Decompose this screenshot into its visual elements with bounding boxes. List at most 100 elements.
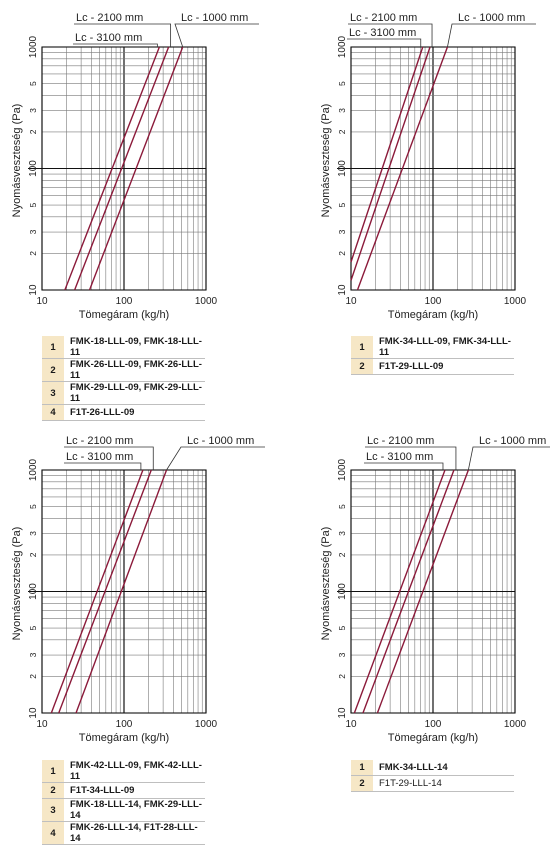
series-line-2 [350,46,431,281]
legend-table-1: 1 FMK-18-LLL-09, FMK-18-LLL-11 2 FMK-26-LLL… [42,336,205,421]
y-axis-label: Nyomásveszteség (Pa) [320,527,332,641]
x-tick-label: 1000 [504,719,527,730]
legend-row-number: 2 [351,775,373,792]
legend-row-number: 2 [42,358,64,382]
legend-row-label: FMK-29-LLL-09, FMK-29-LLL-11 [64,381,205,405]
legend-row-number: 4 [42,404,64,421]
legend-row-label: FMK-18-LLL-14, FMK-29-LLL-14 [64,798,205,822]
legend-row-label: FMK-26-LLL-09, FMK-26-LLL-11 [64,358,205,382]
legend-row: 4 F1T-26-LLL-09 [42,404,205,421]
legend-row-number: 2 [42,782,64,799]
legend-row-label: F1T-26-LLL-09 [64,404,205,421]
callout-label-3100: Lc - 3100 mm [349,27,416,39]
legend-row: 1 FMK-34-LLL-14 [351,760,514,776]
x-tick-label: 10 [345,719,357,730]
callout-leader-1000 [166,446,265,471]
callout-leader-3100 [364,462,444,470]
legend-table-4: 1 FMK-34-LLL-14 2 F1T-29-LLL-14 [351,760,514,792]
chart-panel-1: 10 100 1000 10 100 1000 2 3 5 2 3 5 Tömegáram (kg/h)… [11,12,259,321]
y-minor-tick-label: 2 [337,129,347,134]
callout-label-2100: Lc - 2100 mm [66,435,133,447]
callout-label-1000: Lc - 1000 mm [479,435,546,447]
series-line-1 [353,469,446,714]
y-tick-label: 10 [337,707,348,719]
y-minor-tick-label: 3 [337,652,347,657]
legend-row-label: F1T-29-LLL-14 [373,775,514,792]
legend-row-label: FMK-34-LLL-09, FMK-34-LLL-11 [373,336,514,359]
legend-table-2: 1 FMK-34-LLL-09, FMK-34-LLL-11 2 F1T-29-LLL… [351,336,514,375]
y-tick-label: 100 [337,583,348,600]
y-tick-label: 100 [28,583,39,600]
x-axis-label: Tömegáram (kg/h) [79,309,169,321]
callout-label-3100: Lc - 3100 mm [366,451,433,463]
callout-leader-1000 [447,23,536,48]
legend-row-number: 2 [351,358,373,375]
y-minor-tick-label: 2 [28,251,38,256]
y-minor-tick-label: 5 [337,81,347,86]
callout-leader-3100 [347,38,422,47]
legend-row-number: 3 [42,381,64,405]
x-axis-label: Tömegáram (kg/h) [388,732,478,744]
legend-row-label: FMK-26-LLL-14, F1T-28-LLL-14 [64,821,205,845]
y-minor-tick-label: 3 [28,108,38,113]
legend-row-number: 3 [42,798,64,822]
y-minor-tick-label: 5 [337,202,347,207]
chart-panel-4: 10 100 1000 10 100 1000 2 3 5 2 3 5 Tömegáram (kg/h)… [320,435,550,744]
series-line-1 [350,46,424,263]
x-tick-label: 100 [116,296,133,307]
x-tick-label: 10 [345,296,357,307]
x-tick-label: 100 [425,719,442,730]
series-line-2 [362,469,455,714]
legend-row: 3 FMK-18-LLL-14, FMK-29-LLL-14 [42,798,205,822]
legend-row-label: F1T-29-LLL-09 [373,358,514,375]
legend-row: 2 F1T-29-LLL-14 [351,775,514,792]
legend-row: 2 FMK-26-LLL-09, FMK-26-LLL-11 [42,358,205,382]
legend-row: 2 F1T-29-LLL-09 [351,358,514,375]
callout-label-1000: Lc - 1000 mm [181,12,248,24]
y-minor-tick-label: 2 [28,129,38,134]
legend-row: 1 FMK-34-LLL-09, FMK-34-LLL-11 [351,336,514,359]
legend-row-number: 4 [42,821,64,845]
legend-row-label: F1T-34-LLL-09 [64,782,205,799]
callout-label-1000: Lc - 1000 mm [187,435,254,447]
x-tick-label: 10 [36,719,48,730]
callout-leader-1000 [467,446,550,471]
series-line-3 [376,469,470,714]
callout-leader-1000 [174,23,259,48]
y-tick-label: 10 [28,284,39,296]
legend-row-number: 1 [42,760,64,783]
y-tick-label: 100 [28,160,39,177]
x-tick-label: 1000 [195,296,218,307]
y-minor-tick-label: 2 [337,674,347,679]
callout-leader-2100 [348,23,433,47]
legend-row: 1 FMK-42-LLL-09, FMK-42-LLL-11 [42,760,205,783]
callout-label-3100: Lc - 3100 mm [66,451,133,463]
y-axis-label: Nyomásveszteség (Pa) [320,104,332,218]
legend-row-number: 1 [351,760,373,776]
legend-row-label: FMK-42-LLL-09, FMK-42-LLL-11 [64,760,205,783]
callout-label-1000: Lc - 1000 mm [458,12,525,24]
callout-leader-3100 [64,462,142,470]
legend-row: 4 FMK-26-LLL-14, F1T-28-LLL-14 [42,821,205,845]
y-tick-label: 10 [337,284,348,296]
series-line-2 [58,469,152,714]
x-tick-label: 1000 [504,296,527,307]
series-line-1 [50,469,144,714]
y-minor-tick-label: 2 [28,674,38,679]
y-minor-tick-label: 2 [337,552,347,557]
x-tick-label: 100 [116,719,133,730]
callout-label-3100: Lc - 3100 mm [75,32,142,44]
y-tick-label: 10 [28,707,39,719]
chart-panel-2: 10 100 1000 10 100 1000 2 3 5 2 3 5 Tömegáram (kg/h)… [320,12,536,321]
y-minor-tick-label: 5 [28,504,38,509]
y-minor-tick-label: 2 [337,251,347,256]
y-minor-tick-label: 3 [28,229,38,234]
y-tick-label: 1000 [337,35,348,58]
x-axis-label: Tömegáram (kg/h) [388,309,478,321]
y-minor-tick-label: 5 [337,504,347,509]
series-line-3 [75,469,168,714]
series-line-1 [64,46,161,291]
series-line-2 [73,46,170,291]
callout-label-2100: Lc - 2100 mm [350,12,417,24]
x-axis-label: Tömegáram (kg/h) [79,732,169,744]
